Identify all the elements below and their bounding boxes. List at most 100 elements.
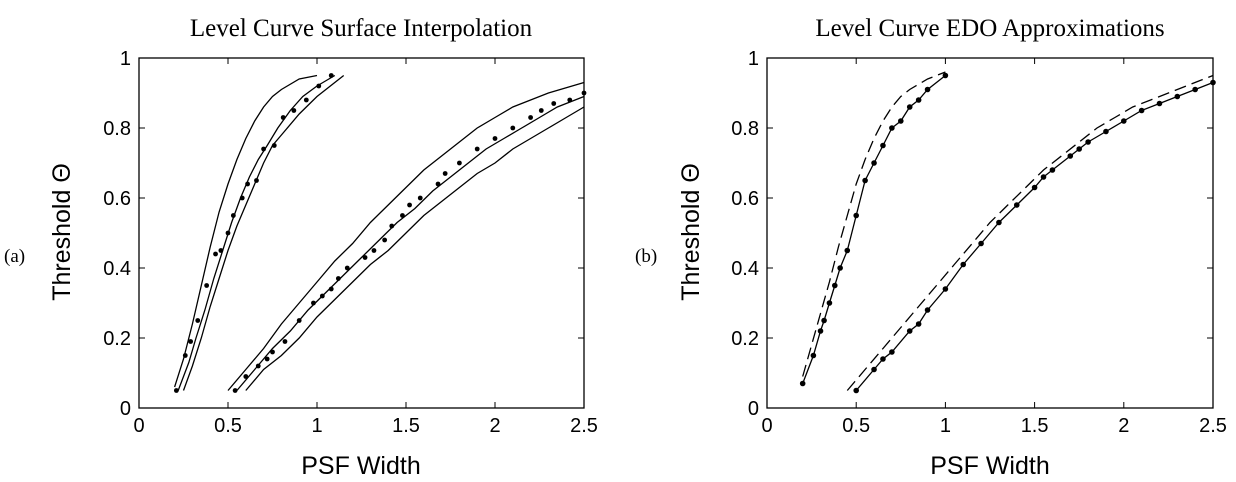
data-point xyxy=(345,266,350,271)
data-point xyxy=(871,160,877,166)
data-point xyxy=(418,196,423,201)
x-tick-label: 0 xyxy=(133,415,144,437)
data-point xyxy=(245,182,250,187)
y-tick-label: 0.8 xyxy=(103,118,131,140)
y-tick-label: 0.8 xyxy=(731,118,759,140)
x-tick-label: 1.5 xyxy=(392,415,420,437)
data-point xyxy=(862,178,868,184)
y-tick-label: 1 xyxy=(748,48,759,70)
series-line xyxy=(246,107,584,391)
y-ticks: 0 0.2 0.4 0.6 0.8 1 xyxy=(103,48,584,420)
data-point xyxy=(1085,139,1091,145)
data-point xyxy=(183,353,188,358)
series-line xyxy=(856,83,1213,391)
data-point xyxy=(436,182,441,187)
data-point xyxy=(195,318,200,323)
data-point xyxy=(270,350,275,355)
data-point xyxy=(407,203,412,208)
data-point xyxy=(316,84,321,89)
data-point xyxy=(996,220,1002,226)
series-line xyxy=(184,76,344,391)
y-tick-label: 0.4 xyxy=(731,258,759,280)
data-point xyxy=(539,108,544,113)
data-point xyxy=(582,91,587,96)
data-point xyxy=(551,101,556,106)
data-point xyxy=(256,364,261,369)
series-layer xyxy=(800,72,1216,393)
data-point xyxy=(382,238,387,243)
x-tick-label: 0.5 xyxy=(214,415,242,437)
data-point xyxy=(837,265,843,271)
y-tick-label: 0.6 xyxy=(731,188,759,210)
y-tick-label: 1 xyxy=(120,48,131,70)
data-point xyxy=(188,339,193,344)
data-point xyxy=(1121,118,1127,124)
data-point xyxy=(304,98,309,103)
x-tick-label: 2 xyxy=(489,415,500,437)
data-point xyxy=(443,171,448,176)
data-point xyxy=(457,161,462,166)
series-line xyxy=(228,83,584,391)
data-point xyxy=(925,87,931,93)
data-point xyxy=(943,73,949,79)
x-tick-label: 2.5 xyxy=(1199,415,1227,437)
data-point xyxy=(821,318,827,324)
y-tick-label: 0.6 xyxy=(103,188,131,210)
data-point xyxy=(943,286,949,292)
data-point xyxy=(233,388,238,393)
data-point xyxy=(567,98,572,103)
y-ticks: 0 0.2 0.4 0.6 0.8 1 xyxy=(731,48,1213,420)
data-point xyxy=(265,357,270,362)
data-point xyxy=(1175,94,1181,100)
data-point xyxy=(475,147,480,152)
data-point xyxy=(1139,108,1145,114)
data-point xyxy=(853,388,859,394)
data-point xyxy=(853,213,859,219)
series-line xyxy=(803,76,946,384)
data-point xyxy=(880,356,886,362)
data-point xyxy=(329,287,334,292)
x-axis-label: PSF Width xyxy=(301,452,420,480)
data-point xyxy=(510,126,515,131)
panel-label: (b) xyxy=(635,246,657,267)
data-point xyxy=(254,178,259,183)
x-tick-label: 0 xyxy=(761,415,772,437)
data-point xyxy=(372,248,377,253)
chart-title: Level Curve EDO Approximations xyxy=(815,15,1164,42)
data-point xyxy=(1210,80,1216,86)
x-tick-label: 2.5 xyxy=(570,415,598,437)
y-tick-label: 0 xyxy=(748,398,759,420)
data-point xyxy=(283,339,288,344)
data-point xyxy=(243,374,248,379)
y-axis-label: Threshold Θ xyxy=(677,163,705,301)
data-point xyxy=(978,241,984,247)
data-point xyxy=(174,388,179,393)
data-point xyxy=(291,108,296,113)
data-point xyxy=(827,300,833,306)
panel-a: Level Curve Surface Interpolation PSF Wi… xyxy=(4,15,598,480)
data-point xyxy=(226,231,231,236)
data-point xyxy=(960,262,966,268)
data-point xyxy=(261,147,266,152)
data-point xyxy=(272,143,277,148)
y-tick-label: 0.2 xyxy=(103,328,131,350)
data-point xyxy=(1192,87,1198,93)
y-tick-label: 0.2 xyxy=(731,328,759,350)
data-point xyxy=(311,301,316,306)
data-point xyxy=(329,73,334,78)
data-point xyxy=(832,283,838,289)
x-axis-label: PSF Width xyxy=(930,452,1049,480)
y-tick-label: 0.4 xyxy=(103,258,131,280)
data-point xyxy=(889,125,895,131)
x-ticks: 0 0.5 1 1.5 2 2.5 xyxy=(761,58,1226,437)
data-point xyxy=(528,115,533,120)
data-point xyxy=(363,255,368,260)
data-point xyxy=(281,115,286,120)
data-point xyxy=(880,143,886,149)
series-layer xyxy=(174,73,586,393)
series-line xyxy=(237,97,584,391)
data-point xyxy=(1067,153,1073,159)
data-point xyxy=(1050,167,1056,173)
series-line-dashed xyxy=(803,72,946,377)
x-tick-label: 1.5 xyxy=(1021,415,1049,437)
